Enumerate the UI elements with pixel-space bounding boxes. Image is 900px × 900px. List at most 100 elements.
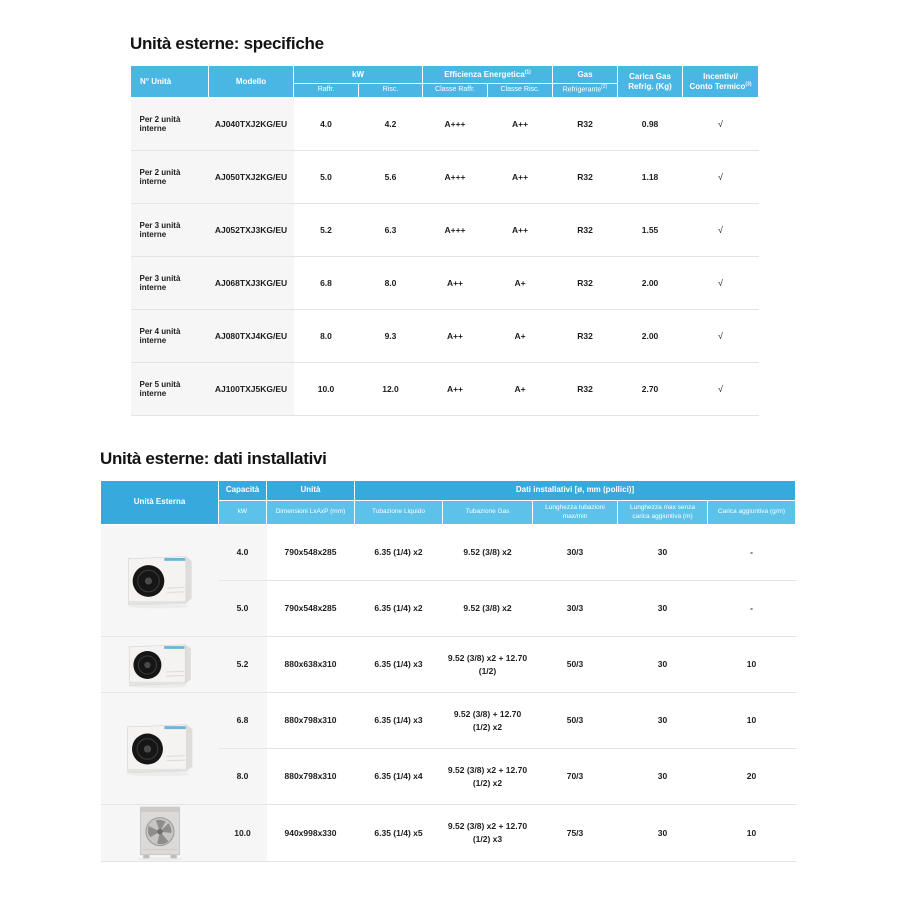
subcol-header-lunghezza-tubazioni: Lunghezza tubazioni max/min [532, 500, 618, 525]
checkmark: √ [682, 203, 759, 257]
cell-carica: 1.55 [617, 203, 683, 257]
cell-dimensioni: 940x998x330 [266, 804, 355, 862]
cell-tubazione-liquido: 6.35 (1/4) x3 [354, 636, 443, 693]
subcol-header-lunghezza-max: Lunghezza max senza carica aggiuntiva (m… [617, 500, 708, 525]
subcol-header-tubazione-gas: Tubazione Gas [442, 500, 533, 525]
cell-lunghezza-max: 30 [617, 524, 708, 581]
table-row: 8.0 880x798x310 6.35 (1/4) x4 9.52 (3/8)… [101, 748, 796, 805]
subcol-header-risc: Risc. [358, 83, 423, 98]
cell-classe-raff: A++ [422, 309, 488, 363]
cell-lunghezza-tubazioni: 50/3 [532, 636, 618, 693]
cell-classe-raff: A+++ [422, 97, 488, 151]
cell-kw-raff: 10.0 [293, 362, 359, 416]
cell-tubazione-liquido: 6.35 (1/4) x2 [354, 580, 443, 637]
incentivi-line2: Conto Termico [689, 81, 746, 91]
subcol-header-classe-risc: Classe Risc. [486, 83, 554, 98]
cell-kw-raff: 4.0 [293, 97, 359, 151]
outdoor-unit-small-image [127, 555, 192, 608]
cell-carica: 1.18 [617, 150, 683, 204]
checkmark: √ [682, 362, 759, 416]
section-specifiche: Unità esterne: specifiche N° Unità Model… [130, 34, 760, 416]
section-title-dati-installativi: Unità esterne: dati installativi [100, 449, 327, 468]
outdoor-unit-medium-image [128, 643, 191, 688]
incentivi-line1: Incentivi/ [703, 71, 738, 81]
cell-classe-raff: A++ [422, 362, 488, 416]
cell-carica-aggiuntiva: 10 [707, 692, 796, 749]
subcol-header-dimensioni: Dimensioni LxAxP (mm) [266, 500, 355, 525]
cell-classe-risc: A++ [487, 97, 553, 151]
subcol-header-kw: kW [218, 500, 267, 525]
cell-lunghezza-max: 30 [617, 580, 708, 637]
col-header-carica-gas: Carica Gas Refrig. (Kg) [617, 65, 684, 98]
cell-capacita: 5.2 [218, 636, 267, 693]
cell-classe-raff: A+++ [422, 150, 488, 204]
refrigerante-label: Refrigerante [562, 86, 602, 94]
cell-lunghezza-max: 30 [617, 748, 708, 805]
cell-dimensioni: 880x798x310 [266, 692, 355, 749]
section-dati-installativi: Unità esterne: dati installativi Unità E… [100, 449, 797, 862]
cell-tubazione-gas: 9.52 (3/8) + 12.70 (1/2) x2 [442, 692, 533, 749]
cell-dimensioni: 790x548x285 [266, 524, 355, 581]
col-header-incentivi: Incentivi/Conto Termico(3) [682, 65, 760, 98]
table-row: 6.8 880x798x310 6.35 (1/4) x3 9.52 (3/8)… [100, 692, 796, 805]
cell-carica-aggiuntiva: 10 [707, 636, 796, 693]
dati-installativi-table: Unità Esterna Capacità Unità Dati instal… [100, 480, 797, 862]
checkmark: √ [682, 256, 759, 310]
col-header-kw: kW [293, 65, 423, 84]
cell-gas: R32 [552, 256, 618, 310]
cell-tubazione-liquido: 6.35 (1/4) x5 [354, 804, 443, 862]
cell-carica: 2.00 [617, 309, 683, 363]
cell-kw-raff: 6.8 [293, 256, 359, 310]
cell-dimensioni: 790x548x285 [266, 580, 355, 637]
cell-kw-risc: 4.2 [358, 97, 423, 151]
cell-n-unita: Per 2 unità interne [130, 150, 209, 204]
efficienza-label: Efficienza Energetica [444, 69, 525, 79]
cell-modello: AJ068TXJ3KG/EU [208, 256, 294, 310]
incentivi-footnote: (3) [745, 80, 752, 87]
cell-modello: AJ050TXJ2KG/EU [208, 150, 294, 204]
cell-kw-raff: 5.2 [293, 203, 359, 257]
cell-lunghezza-tubazioni: 50/3 [532, 692, 618, 749]
table-row: 5.2 880x638x310 6.35 (1/4) x3 9.52 (3/8)… [100, 636, 796, 693]
cell-gas: R32 [552, 150, 618, 204]
subcol-header-raff: Raffr. [293, 83, 359, 98]
cell-capacita: 10.0 [218, 804, 267, 862]
cell-classe-risc: A+ [487, 362, 553, 416]
cell-kw-risc: 5.6 [358, 150, 423, 204]
cell-carica-aggiuntiva: - [707, 524, 796, 581]
cell-capacita: 8.0 [218, 748, 267, 805]
cell-capacita: 4.0 [218, 524, 267, 581]
cell-gas: R32 [552, 362, 618, 416]
subcol-header-tubazione-liquido: Tubazione Liquido [354, 500, 443, 525]
cell-tubazione-gas: 9.52 (3/8) x2 + 12.70 (1/2) x3 [442, 804, 533, 862]
cell-unit-image [100, 636, 219, 693]
cell-classe-risc: A++ [487, 150, 553, 204]
cell-carica: 2.70 [617, 362, 683, 416]
cell-gas: R32 [552, 97, 618, 151]
cell-unit-image [100, 692, 219, 805]
table-row: Per 3 unità interne AJ068TXJ3KG/EU 6.8 8… [130, 256, 759, 310]
cell-kw-risc: 8.0 [358, 256, 423, 310]
cell-modello: AJ100TXJ5KG/EU [208, 362, 294, 416]
cell-lunghezza-max: 30 [617, 692, 708, 749]
col-header-dati-installativi: Dati installativi [ø, mm (pollici)] [353, 480, 797, 501]
cell-classe-risc: A+ [487, 256, 553, 310]
cell-dimensioni: 880x638x310 [266, 636, 355, 693]
cell-n-unita: Per 5 unità interne [130, 362, 209, 416]
col-header-gas: Gas [552, 65, 619, 84]
cell-lunghezza-max: 30 [617, 636, 708, 693]
cell-kw-risc: 12.0 [358, 362, 423, 416]
efficienza-footnote: (1) [524, 68, 531, 75]
cell-classe-raff: A+++ [422, 203, 488, 257]
outdoor-unit-tall-image [137, 806, 182, 861]
cell-lunghezza-tubazioni: 30/3 [532, 580, 618, 637]
cell-unit-image [100, 524, 219, 637]
checkmark: √ [682, 309, 759, 363]
cell-lunghezza-tubazioni: 70/3 [532, 748, 618, 805]
cell-modello: AJ040TXJ2KG/EU [208, 97, 294, 151]
cell-kw-raff: 8.0 [293, 309, 359, 363]
cell-n-unita: Per 3 unità interne [130, 256, 209, 310]
outdoor-unit-large-image [126, 723, 192, 776]
table-row: Per 3 unità interne AJ052TXJ3KG/EU 5.2 6… [130, 203, 759, 257]
